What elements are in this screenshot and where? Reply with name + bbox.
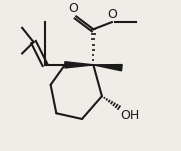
Text: O: O [107, 8, 117, 21]
Polygon shape [93, 65, 122, 71]
Text: OH: OH [120, 109, 140, 122]
Polygon shape [65, 62, 93, 68]
Text: O: O [68, 2, 78, 15]
